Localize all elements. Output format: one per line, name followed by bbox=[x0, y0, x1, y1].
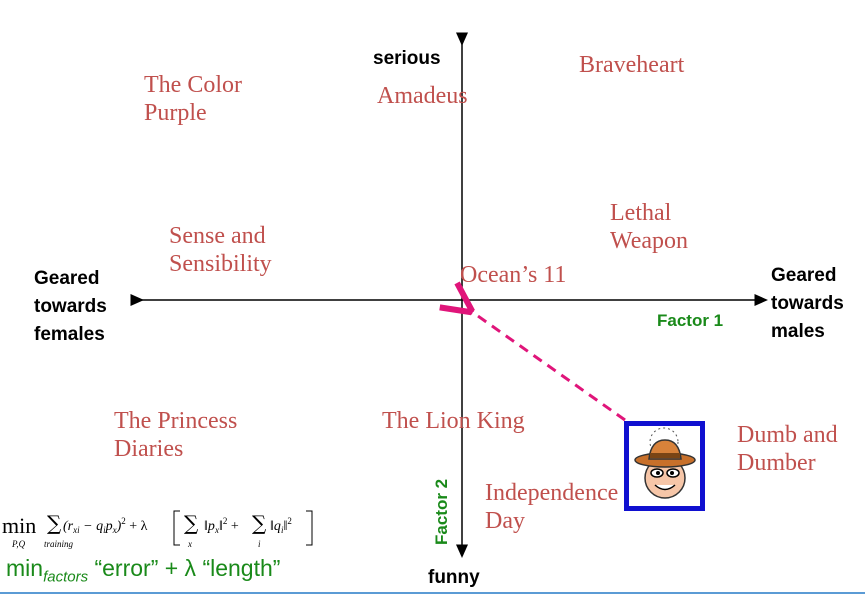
svg-text:∑: ∑ bbox=[252, 511, 267, 535]
svg-text:i: i bbox=[258, 539, 261, 549]
svg-text:(rxi − qipx)2 + λ: (rxi − qipx)2 + λ bbox=[63, 516, 148, 535]
movie-braveheart: Braveheart bbox=[579, 52, 685, 78]
user-avatar-box bbox=[624, 421, 705, 511]
movie-oceans-11: Ocean’s 11 bbox=[460, 262, 567, 288]
movie-independence-day: Independence Day bbox=[485, 480, 619, 534]
user-vector-arrow bbox=[468, 309, 626, 422]
axis-label-serious: serious bbox=[373, 48, 441, 69]
axis-label-males: Geared towards males bbox=[771, 265, 844, 342]
movie-dumb-dumber: Dumb and Dumber bbox=[737, 422, 838, 476]
svg-text:min: min bbox=[2, 513, 36, 538]
movie-lion-king: The Lion King bbox=[382, 408, 525, 434]
svg-text:∑: ∑ bbox=[47, 511, 62, 535]
axis-label-females: Geared towards females bbox=[34, 268, 107, 345]
cowboy-face-icon bbox=[634, 427, 696, 499]
svg-text:‖qi‖2: ‖qi‖2 bbox=[270, 516, 292, 535]
svg-text:∑: ∑ bbox=[184, 511, 199, 535]
svg-text:x: x bbox=[187, 539, 192, 549]
objective-formula: min P,Q ∑ training (rxi − qipx)2 + λ ∑ x… bbox=[2, 503, 322, 558]
svg-text:training: training bbox=[44, 539, 74, 549]
movie-color-purple: The Color Purple bbox=[144, 72, 242, 126]
bottom-divider bbox=[0, 592, 865, 594]
svg-text:‖px‖2 +: ‖px‖2 + bbox=[204, 516, 239, 535]
movie-amadeus: Amadeus bbox=[377, 83, 468, 109]
objective-tagline: minfactors “error” + λ “length” bbox=[6, 555, 281, 586]
movie-princess-diaries: The Princess Diaries bbox=[114, 408, 238, 462]
formula-svg: min P,Q ∑ training (rxi − qipx)2 + λ ∑ x… bbox=[2, 510, 313, 549]
movie-sense-sensibility: Sense and Sensibility bbox=[169, 223, 272, 277]
movie-lethal-weapon: Lethal Weapon bbox=[610, 200, 689, 254]
factor2-label: Factor 2 bbox=[432, 478, 451, 545]
factor1-label: Factor 1 bbox=[657, 311, 724, 330]
svg-text:P,Q: P,Q bbox=[11, 539, 26, 549]
axis-label-funny: funny bbox=[428, 567, 480, 588]
